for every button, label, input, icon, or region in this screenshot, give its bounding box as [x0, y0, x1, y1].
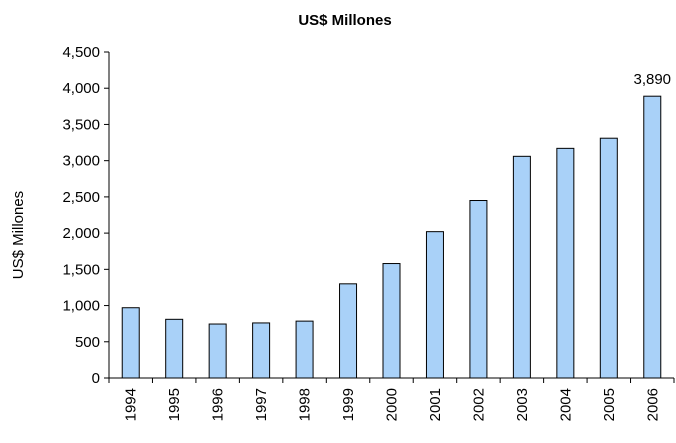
- x-tick-label: 2000: [384, 388, 401, 421]
- bar-1997: [252, 322, 271, 379]
- bar-2005: [599, 137, 618, 379]
- y-tick-label: 1,000: [62, 298, 100, 315]
- y-tick-label: 500: [75, 334, 100, 351]
- bar-1998: [295, 320, 314, 379]
- y-tick-label: 3,500: [62, 116, 100, 133]
- x-tick-label: 2001: [427, 388, 444, 421]
- y-tick-label: 0: [92, 370, 100, 387]
- bar-2004: [556, 147, 575, 379]
- x-tick-label: 1994: [123, 388, 140, 421]
- x-tick-label: 1995: [166, 388, 183, 421]
- y-tick-label: 1,500: [62, 261, 100, 278]
- y-tick-label: 4,500: [62, 44, 100, 61]
- chart-title: US$ Millones: [298, 12, 391, 29]
- bar-1994: [121, 307, 140, 379]
- y-axis-label: US$ Millones: [10, 191, 27, 279]
- x-tick-label: 2002: [470, 388, 487, 421]
- bar-1995: [165, 318, 184, 379]
- bar-2003: [512, 155, 531, 379]
- x-tick-label: 2003: [514, 388, 531, 421]
- bar-2002: [469, 200, 488, 379]
- y-tick-label: 3,000: [62, 153, 100, 170]
- x-tick-label: 1997: [253, 388, 270, 421]
- x-tick-label: 1998: [297, 388, 314, 421]
- data-label-2006: 3,890: [633, 71, 671, 88]
- y-tick-label: 2,000: [62, 225, 100, 242]
- x-tick-label: 1996: [210, 388, 227, 421]
- x-tick-label: 2006: [644, 388, 661, 421]
- x-tick-label: 2004: [557, 388, 574, 421]
- bar-2006: [643, 95, 662, 379]
- bar-1996: [208, 323, 227, 379]
- x-tick-label: 1999: [340, 388, 357, 421]
- x-tick-label: 2005: [601, 388, 618, 421]
- bar-2001: [425, 231, 444, 379]
- y-tick-label: 4,000: [62, 80, 100, 97]
- plot-area: 0 500 1,000 1,500 2,000 2,500 3,000 3,500 4,000 4…: [62, 44, 675, 421]
- bar-2000: [382, 263, 401, 379]
- bar-1999: [339, 283, 358, 379]
- y-tick-label: 2,500: [62, 189, 100, 206]
